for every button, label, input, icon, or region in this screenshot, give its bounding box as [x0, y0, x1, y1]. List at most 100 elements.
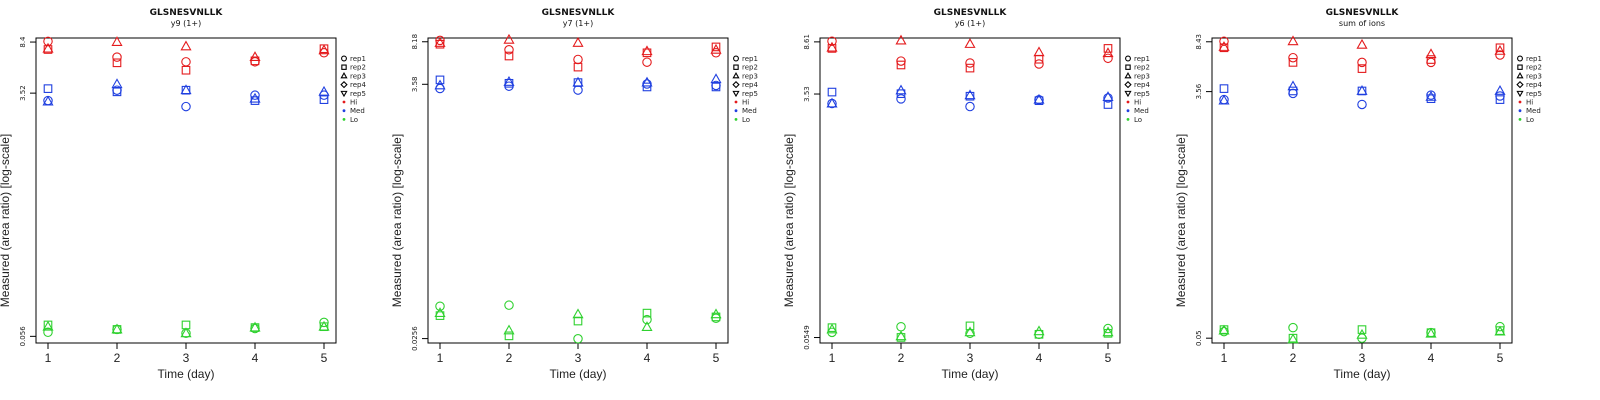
data-point	[1495, 43, 1505, 53]
data-point	[1103, 44, 1113, 53]
data-point	[964, 326, 976, 337]
legend-label: Lo	[1526, 116, 1534, 124]
data-point	[1034, 59, 1044, 69]
series-lo	[1218, 321, 1506, 344]
data-point	[249, 321, 261, 332]
data-point	[1425, 90, 1437, 101]
plot-frame	[35, 37, 337, 344]
data-point	[1218, 94, 1230, 105]
legend-label: Hi	[350, 99, 357, 107]
x-tick-label: 2	[898, 351, 905, 365]
data-point	[111, 78, 123, 89]
chart-subtitle: sum of ions	[1339, 19, 1385, 28]
data-point	[111, 323, 123, 334]
legend-label: Hi	[1526, 99, 1533, 107]
series-hi	[434, 33, 722, 72]
data-point	[434, 307, 446, 318]
data-point	[503, 33, 515, 44]
data-point	[965, 101, 975, 112]
data-point	[1425, 48, 1437, 59]
legend-dot-lo	[342, 118, 346, 121]
x-tick-label: 3	[575, 351, 582, 365]
data-point	[1033, 325, 1045, 336]
legend-marker-rep2	[733, 64, 739, 70]
x-tick-label: 2	[114, 351, 121, 365]
chart-title: GLSNESVNLLK	[150, 8, 224, 18]
legend-marker-rep1	[341, 55, 347, 62]
data-point	[1102, 47, 1114, 58]
y-tick-label: 0.056	[19, 326, 27, 347]
data-point	[642, 82, 652, 92]
x-tick-label: 5	[321, 351, 328, 365]
data-point	[1034, 54, 1044, 64]
data-point	[434, 36, 446, 47]
data-point	[1426, 55, 1436, 64]
data-point	[1102, 91, 1114, 101]
data-point	[1494, 325, 1506, 336]
legend-marker-rep5	[340, 90, 348, 98]
x-tick-label: 5	[1497, 351, 1504, 365]
x-tick-label: 3	[967, 351, 974, 365]
legend-marker-rep5	[1124, 90, 1132, 98]
data-point	[710, 308, 722, 319]
data-point	[1357, 325, 1367, 334]
y-axis-label: Measured (area ratio) [log-scale]	[390, 134, 404, 307]
legend-label: rep4	[742, 81, 758, 89]
data-point	[572, 308, 584, 319]
y-axis-label: Measured (area ratio) [log-scale]	[1174, 134, 1188, 307]
x-axis-label: Time (day)	[1334, 367, 1391, 381]
data-point	[504, 45, 514, 55]
legend-label: rep2	[1134, 64, 1150, 72]
legend-label: Med	[1526, 107, 1541, 115]
data-point	[112, 52, 122, 62]
y-tick-label: 8.4	[19, 36, 27, 48]
x-tick-label: 5	[713, 351, 720, 365]
data-point	[435, 75, 445, 85]
legend-label: rep1	[350, 55, 366, 63]
legend-marker-rep3	[340, 72, 348, 79]
data-point	[642, 57, 652, 67]
data-point	[642, 308, 652, 318]
data-point	[1494, 44, 1506, 55]
x-tick-label: 1	[437, 351, 444, 365]
data-point	[43, 84, 53, 93]
legend-marker-rep4	[1124, 80, 1132, 89]
data-point	[826, 97, 838, 108]
data-point	[181, 57, 191, 67]
data-point	[249, 51, 261, 62]
legend-marker-rep3	[1516, 72, 1524, 79]
data-point	[503, 75, 515, 86]
data-point	[965, 63, 975, 73]
series-med	[826, 84, 1114, 112]
data-point	[1356, 38, 1368, 49]
y-tick-label: 3.58	[411, 76, 419, 92]
data-point	[318, 44, 330, 55]
data-point	[642, 314, 652, 325]
data-point	[42, 320, 54, 331]
legend-marker-rep1	[1517, 55, 1523, 62]
data-point	[1426, 57, 1436, 68]
legend-label: rep3	[742, 72, 758, 80]
chart-subtitle: y9 (1+)	[171, 19, 201, 28]
series-hi	[1218, 35, 1506, 73]
x-tick-label: 4	[644, 351, 651, 365]
data-point	[1103, 323, 1113, 334]
data-point	[504, 51, 514, 61]
y-tick-label: 8.43	[1195, 34, 1203, 50]
legend-label: rep1	[1526, 55, 1542, 63]
y-tick-label: 3.53	[803, 86, 811, 102]
y-tick-label: 0.0256	[411, 326, 419, 351]
series-hi	[42, 36, 330, 75]
data-point	[827, 36, 837, 47]
data-point	[1425, 327, 1437, 338]
x-tick-label: 5	[1105, 351, 1112, 365]
data-point	[1288, 88, 1298, 99]
data-point	[573, 316, 583, 326]
series-lo	[826, 321, 1114, 342]
data-point	[1288, 58, 1298, 67]
legend-label: Lo	[350, 116, 358, 124]
legend-label: Med	[742, 107, 757, 115]
legend-label: Lo	[742, 116, 750, 124]
